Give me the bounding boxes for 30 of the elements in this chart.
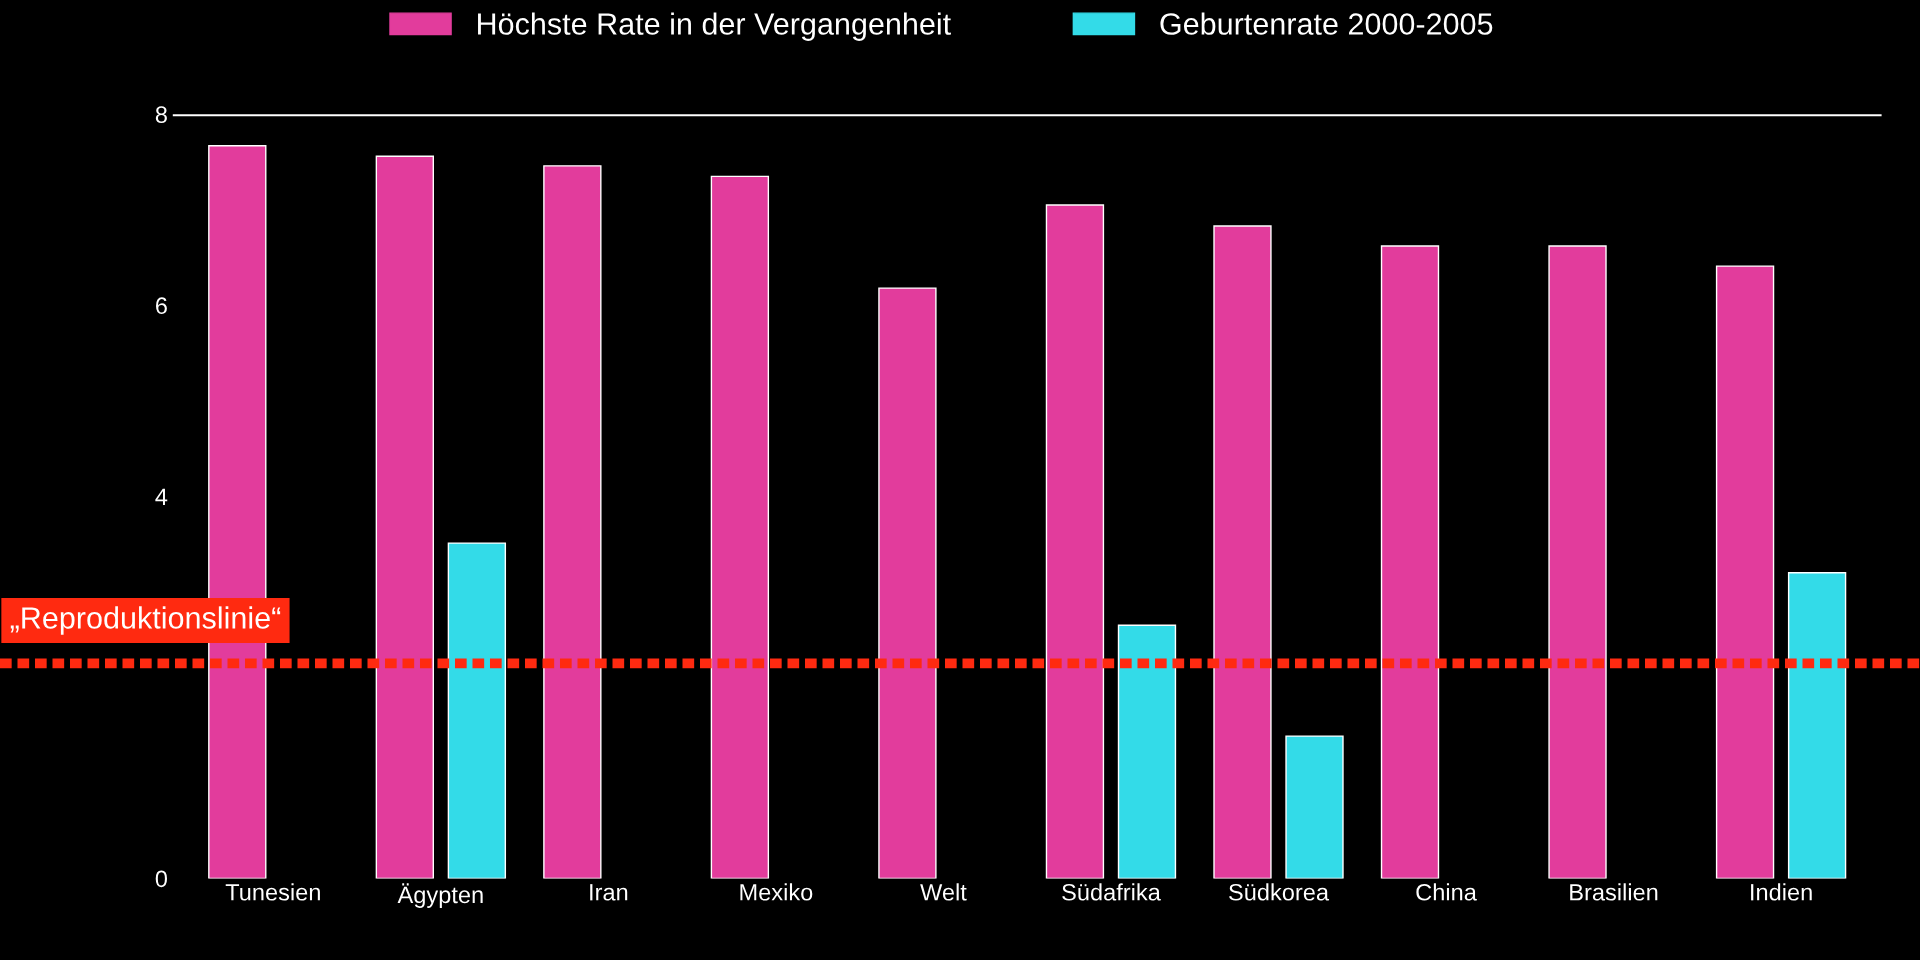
x-tick-label: Indien bbox=[1751, 883, 1812, 901]
x-tick-label: Südkorea bbox=[1229, 883, 1330, 901]
y-tick-label: 0 bbox=[155, 870, 168, 888]
x-tick-label: China bbox=[1416, 883, 1477, 901]
x-tick-label: Iran bbox=[590, 884, 628, 901]
bar bbox=[447, 542, 507, 879]
bar bbox=[710, 175, 770, 879]
bar bbox=[375, 155, 435, 879]
x-tick-label: Ägypten bbox=[397, 883, 483, 908]
bar bbox=[878, 287, 937, 879]
y-tick-label: 6 bbox=[156, 297, 167, 315]
legend-label: Geburtenrate 2000-2005 bbox=[1160, 12, 1493, 35]
x-tick-label: Mexiko bbox=[740, 883, 813, 901]
bar bbox=[1045, 204, 1105, 879]
bar bbox=[1213, 225, 1272, 879]
bar bbox=[1285, 735, 1344, 879]
x-tick-label: Welt bbox=[920, 883, 967, 901]
y-tick-label: 4 bbox=[155, 488, 168, 505]
bar bbox=[1715, 265, 1775, 879]
legend-label: Höchste Rate in der Vergangenheit bbox=[478, 12, 951, 41]
x-tick-label: Südafrika bbox=[1062, 883, 1161, 901]
ref-line-label: „Reproduktionslinie“ bbox=[10, 606, 281, 635]
x-tick-label: Tunesien bbox=[225, 883, 320, 901]
bar bbox=[1787, 572, 1847, 879]
bar bbox=[1548, 245, 1607, 879]
x-tick-label: Brasilien bbox=[1570, 883, 1658, 901]
bar bbox=[1380, 245, 1440, 879]
y-tick-label: 8 bbox=[155, 106, 167, 124]
bar bbox=[543, 165, 602, 879]
bar bbox=[1117, 624, 1177, 879]
